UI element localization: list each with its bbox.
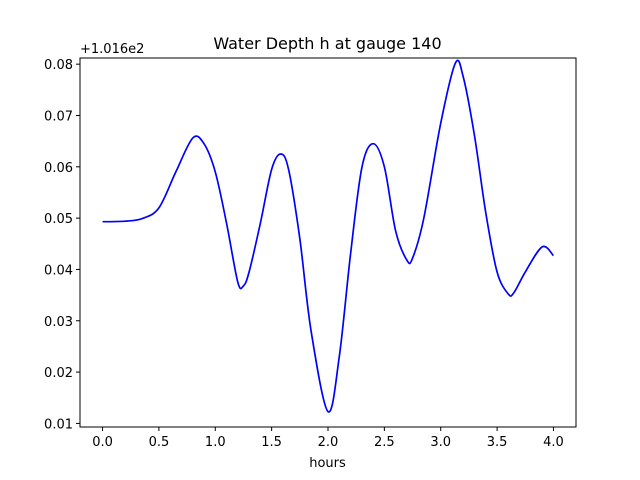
- x-tick-label: 2.5: [374, 435, 395, 450]
- x-tick-label: 2.0: [318, 435, 339, 450]
- x-axis-label: hours: [309, 456, 346, 471]
- x-axis-ticks: 0.0 0.5 1.0 1.5 2.0 2.5 3.0 3.5 4.0: [92, 427, 564, 450]
- x-tick-label: 3.5: [487, 435, 508, 450]
- y-tick-label: 0.02: [44, 366, 73, 381]
- y-tick-label: 0.08: [44, 58, 73, 73]
- chart-title: Water Depth h at gauge 140: [213, 34, 441, 53]
- y-tick-label: 0.03: [44, 315, 73, 330]
- y-axis-ticks: 0.01 0.02 0.03 0.04 0.05 0.06 0.07 0.08: [44, 58, 80, 432]
- y-tick-label: 0.04: [44, 263, 73, 278]
- y-tick-label: 0.01: [44, 417, 73, 432]
- plot-area-frame: [79, 57, 577, 428]
- x-tick-label: 1.0: [205, 435, 226, 450]
- x-tick-label: 0.0: [92, 435, 113, 450]
- y-tick-label: 0.07: [44, 109, 73, 124]
- y-tick-label: 0.06: [44, 161, 73, 176]
- y-tick-label: 0.05: [44, 212, 73, 227]
- x-tick-label: 4.0: [543, 435, 564, 450]
- series-line-water-depth: [102, 59, 555, 413]
- x-tick-label: 3.0: [430, 435, 451, 450]
- x-tick-label: 0.5: [149, 435, 170, 450]
- x-tick-label: 1.5: [261, 435, 282, 450]
- y-offset-label: +1.016e2: [80, 42, 144, 57]
